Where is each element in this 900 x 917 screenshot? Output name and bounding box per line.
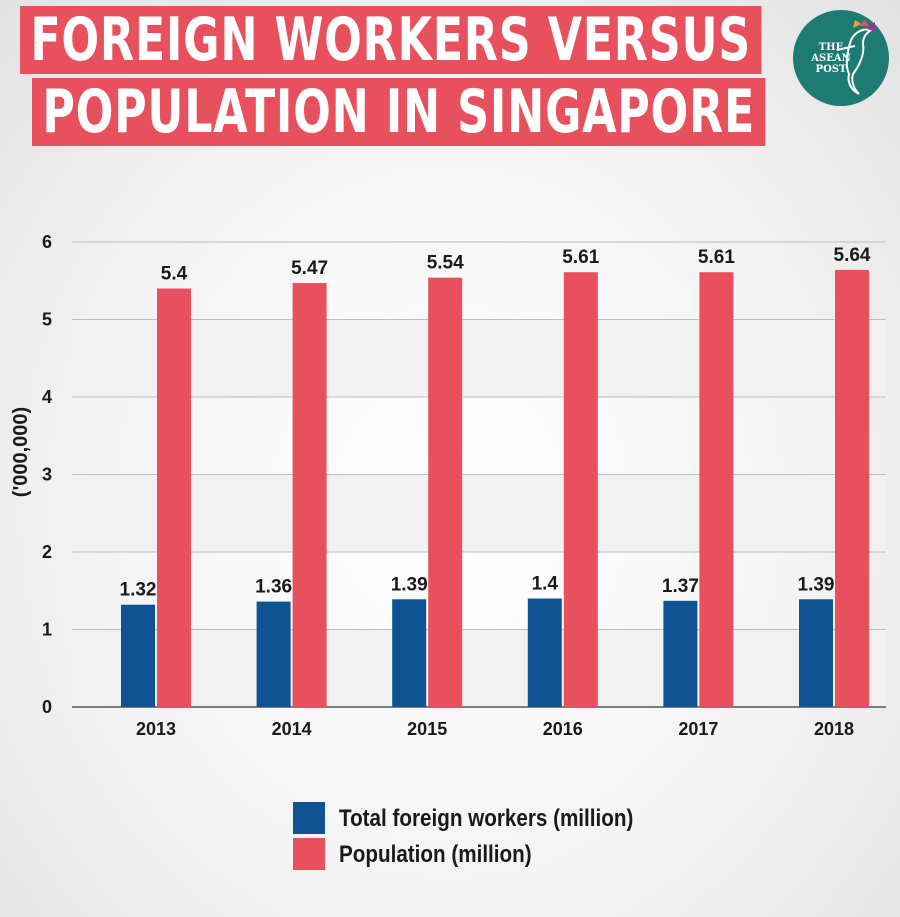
y-axis-label: ('000,000): [10, 407, 32, 497]
y-tick-label: 6: [42, 232, 52, 252]
data-label-workers: 1.4: [532, 574, 559, 595]
bar-population: [292, 283, 327, 707]
grid-band: [72, 629, 886, 707]
bar-foreign-workers: [392, 599, 427, 707]
legend-label-workers: Total foreign workers (million): [339, 805, 634, 832]
data-label-workers: 1.32: [120, 580, 157, 601]
bar-population: [699, 272, 734, 707]
data-label-population: 5.4: [161, 264, 188, 285]
legend-label-population: Population (million): [339, 841, 532, 868]
x-tick-label: 2017: [678, 719, 718, 739]
data-label-population: 5.61: [562, 247, 599, 268]
bar-foreign-workers: [256, 601, 291, 707]
data-label-workers: 1.39: [391, 574, 428, 595]
data-label-population: 5.54: [427, 253, 464, 274]
bar-population: [157, 288, 191, 707]
legend-swatch-workers: [293, 802, 325, 834]
legend-swatch-population: [293, 838, 325, 870]
y-tick-label: 3: [42, 465, 52, 485]
bar-population: [563, 272, 598, 707]
bar-foreign-workers: [663, 600, 698, 707]
x-tick-label: 2016: [543, 719, 583, 739]
data-label-workers: 1.37: [662, 576, 699, 597]
data-label-workers: 1.39: [798, 574, 835, 595]
the-asean-post-logo: THE ASEAN POST: [793, 10, 889, 106]
y-tick-label: 1: [42, 620, 52, 640]
bar-population: [428, 277, 463, 707]
hummingbird-icon: [836, 20, 875, 95]
grid-band: [72, 319, 886, 397]
x-tick-label: 2013: [136, 719, 176, 739]
x-tick-label: 2014: [272, 719, 312, 739]
data-label-population: 5.64: [834, 245, 871, 266]
data-label-population: 5.61: [698, 247, 735, 268]
bar-foreign-workers: [527, 598, 562, 707]
title-line-2: POPULATION IN SINGAPORE: [32, 78, 766, 146]
y-tick-label: 5: [42, 310, 52, 330]
bar-population: [835, 269, 869, 707]
y-tick-label: 4: [42, 387, 52, 407]
grid-band: [72, 474, 886, 552]
bar-foreign-workers: [799, 599, 833, 707]
x-tick-label: 2015: [407, 719, 447, 739]
data-label-workers: 1.36: [255, 577, 292, 598]
data-label-population: 5.47: [291, 258, 328, 279]
y-tick-label: 0: [42, 697, 52, 717]
y-tick-label: 2: [42, 542, 52, 562]
title-line-1: FOREIGN WORKERS VERSUS: [20, 6, 762, 74]
x-tick-label: 2018: [814, 719, 854, 739]
logo-text: THE ASEAN POST: [811, 42, 851, 75]
bar-foreign-workers: [121, 604, 155, 707]
